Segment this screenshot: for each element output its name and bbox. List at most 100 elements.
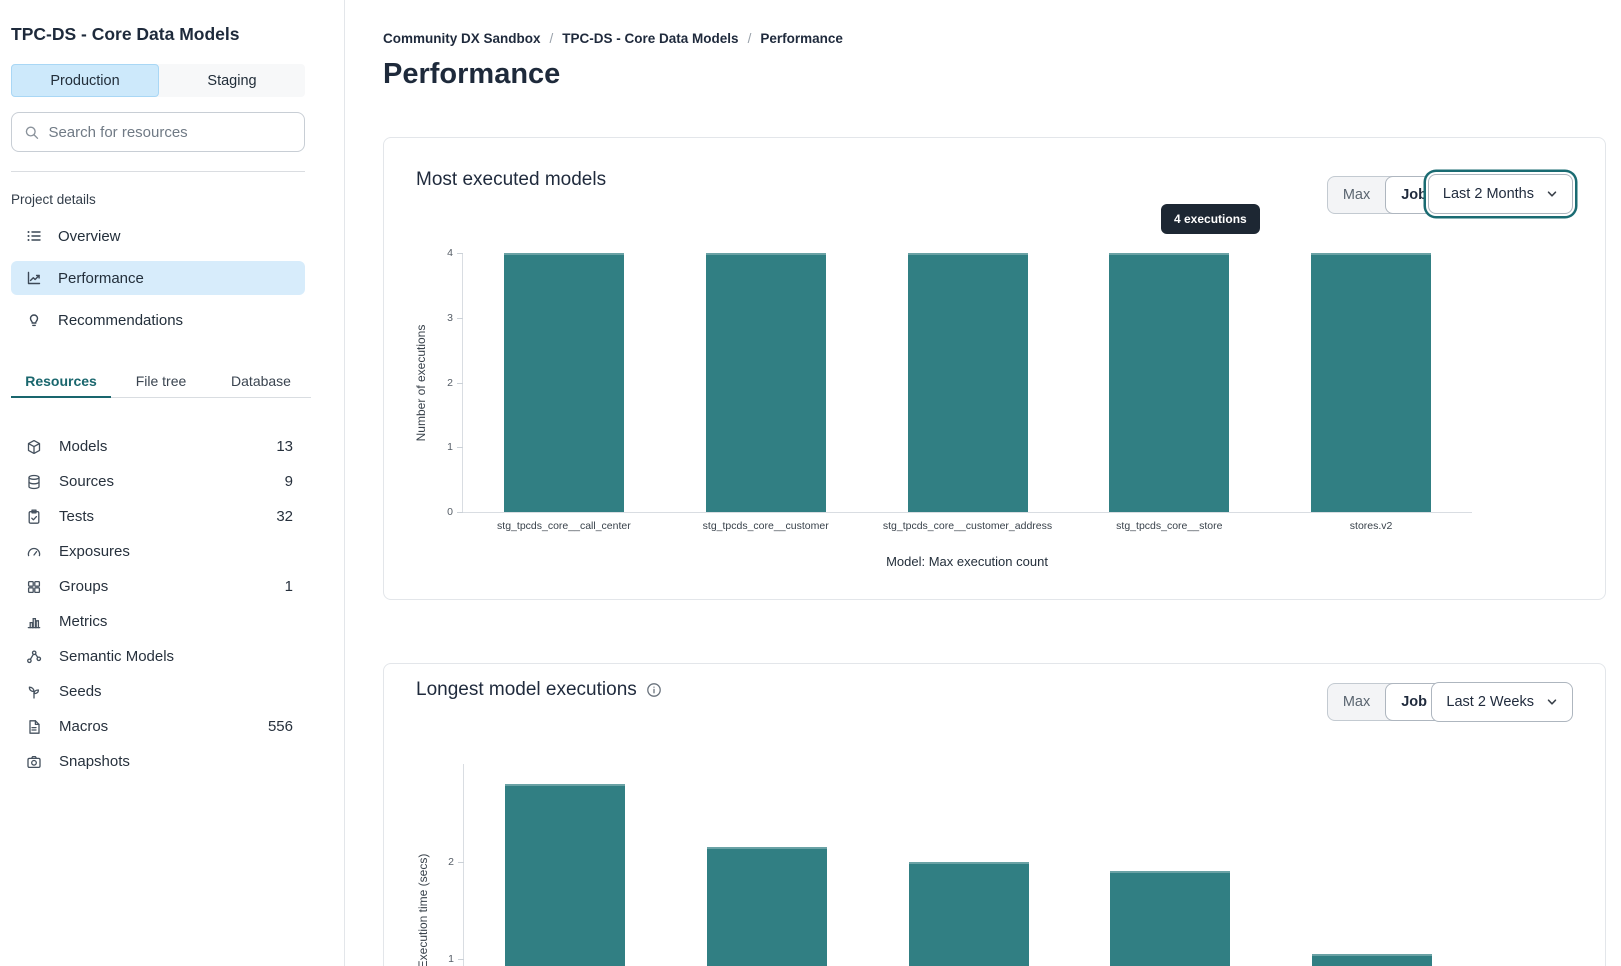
resource-item-semantic-models[interactable]: Semantic Models [11, 639, 305, 674]
tests-icon [28, 509, 40, 524]
card-title: Most executed models [416, 169, 606, 191]
resource-item-sources[interactable]: Sources 9 [11, 464, 305, 499]
search-input[interactable] [48, 123, 292, 141]
max-toggle-button[interactable]: Max [1328, 684, 1385, 720]
resource-item-snapshots[interactable]: Snapshots [11, 744, 305, 779]
sidebar: TPC-DS - Core Data Models Production Sta… [0, 0, 345, 966]
y-tick-label: 4 [447, 247, 453, 259]
resource-item-metrics[interactable]: Metrics [11, 604, 305, 639]
macros-icon [29, 719, 40, 734]
y-tick-label: 2 [447, 376, 453, 389]
x-axis-title: Model: Max execution count [886, 554, 1048, 569]
resource-item-models[interactable]: Models 13 [11, 429, 305, 464]
card-title-text: Most executed models [416, 169, 607, 190]
breadcrumb: Community DX Sandbox / TPC-DS - Core Dat… [383, 31, 843, 46]
resource-count: 13 [276, 438, 293, 455]
resource-list: Models 13 Sources 9 Tests 32 [11, 429, 305, 779]
resource-label: Sources [59, 473, 115, 490]
page-title: Performance [383, 58, 561, 90]
breadcrumb-current: Performance [760, 31, 843, 46]
resource-label: Metrics [59, 613, 108, 630]
metrics-icon [27, 617, 41, 628]
longest-model-executions-card: Longest model executions Max Job Last 2 … [383, 663, 1606, 966]
bar-stg_tpcds_core__customer[interactable] [705, 253, 826, 512]
max-toggle-button[interactable]: Max [1328, 177, 1385, 213]
x-category-label: stg_tpcds_core__customer [702, 520, 829, 532]
sidebar-item-label: Overview [58, 227, 121, 245]
card-title-text: Longest model executions [416, 679, 637, 700]
bar-stg_tpcds_core__store[interactable] [1109, 253, 1230, 512]
bar-stores.v2[interactable] [1311, 253, 1432, 512]
resource-count: 1 [284, 578, 293, 595]
y-tick-mark [457, 382, 463, 384]
sources-icon [28, 474, 40, 489]
semantic-models-icon [27, 649, 42, 663]
resource-item-macros[interactable]: Macros 556 [11, 709, 305, 744]
sidebar-item-performance[interactable]: Performance [11, 261, 305, 295]
chart-tooltip: 4 executions [1161, 204, 1260, 234]
y-tick-mark [458, 861, 464, 863]
date-range-value: Last 2 Weeks [1446, 694, 1534, 710]
project-nav: Overview Performance Recommendations [11, 219, 305, 337]
sidebar-item-recommendations[interactable]: Recommendations [11, 303, 305, 337]
search-box[interactable] [11, 112, 305, 152]
info-icon[interactable] [646, 682, 662, 698]
x-category-label: stores.v2 [1349, 520, 1393, 532]
y-tick-label: 2 [448, 855, 454, 868]
bar-series-2[interactable] [908, 861, 1029, 966]
env-tab-production[interactable]: Production [11, 64, 159, 97]
resource-tabs: Resources File tree Database [11, 366, 311, 398]
date-range-select[interactable]: Last 2 Months [1427, 174, 1573, 214]
performance-icon [27, 271, 41, 285]
bar-series-4[interactable] [1312, 954, 1433, 966]
bar-stg_tpcds_core__call_center[interactable] [503, 253, 624, 512]
y-tick-mark [457, 447, 463, 449]
groups-icon [27, 580, 41, 593]
x-category-label: stg_tpcds_core__call_center [497, 520, 631, 532]
sidebar-item-overview[interactable]: Overview [11, 219, 305, 253]
models-icon [27, 439, 41, 454]
breadcrumb-project[interactable]: TPC-DS - Core Data Models [562, 31, 739, 46]
y-tick-mark [457, 253, 463, 254]
most-executed-models-card: Most executed models Max Job Last 2 Mont… [383, 137, 1606, 600]
env-tab-staging[interactable]: Staging [207, 72, 257, 89]
snapshots-icon [27, 755, 41, 768]
x-category-label: stg_tpcds_core__customer_address [882, 520, 1053, 532]
resource-label: Snapshots [59, 753, 130, 770]
y-tick-label: 3 [447, 311, 453, 324]
bar-series-3[interactable] [1110, 871, 1231, 966]
breadcrumb-account[interactable]: Community DX Sandbox [383, 31, 541, 46]
sidebar-item-label: Recommendations [58, 311, 184, 329]
chevron-down-icon [1547, 191, 1557, 197]
resource-label: Groups [59, 578, 109, 595]
y-tick-mark [457, 512, 463, 513]
breadcrumb-separator: / [747, 31, 752, 46]
aggregation-toggle: Max Job [1326, 176, 1443, 214]
environment-toggle: Production Staging [11, 64, 305, 97]
resource-item-exposures[interactable]: Exposures [11, 534, 305, 569]
tab-file-tree[interactable]: File tree [135, 373, 187, 389]
project-details-label: Project details [11, 192, 96, 207]
exposures-icon [27, 547, 41, 556]
date-range-select[interactable]: Last 2 Weeks [1431, 682, 1573, 722]
resource-label: Models [59, 438, 108, 455]
bar-series-1[interactable] [706, 847, 827, 966]
bar-stg_tpcds_core__customer_address[interactable] [907, 253, 1028, 512]
resource-item-seeds[interactable]: Seeds [11, 674, 305, 709]
resource-count: 9 [284, 473, 293, 490]
tab-resources[interactable]: Resources [11, 366, 111, 398]
x-category-label: stg_tpcds_core__store [1116, 520, 1223, 532]
resource-item-tests[interactable]: Tests 32 [11, 499, 305, 534]
resource-count: 556 [267, 718, 293, 735]
recommendations-icon [29, 314, 39, 327]
resource-label: Macros [59, 718, 109, 735]
breadcrumb-separator: / [549, 31, 554, 46]
aggregation-toggle: Max Job [1326, 683, 1443, 721]
y-tick-mark [457, 317, 463, 319]
resource-item-groups[interactable]: Groups 1 [11, 569, 305, 604]
card-title: Longest model executions [416, 679, 662, 701]
tab-database[interactable]: Database [231, 373, 291, 389]
bar-series-0[interactable] [504, 783, 625, 966]
